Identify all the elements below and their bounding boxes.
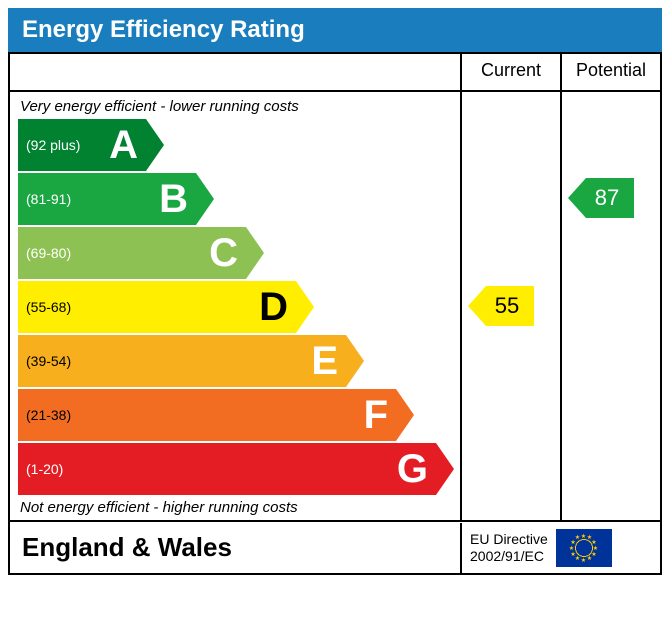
band-letter: C [209,231,238,276]
eu-star-icon: ★ [569,545,574,552]
band-range: (92 plus) [18,137,80,153]
band-bar-a: (92 plus) A [18,119,146,171]
band-letter: A [109,123,138,168]
band-arrow-icon [246,227,264,279]
eu-star-icon: ★ [570,551,575,558]
footer-directive: EU Directive 2002/91/EC ★★★★★★★★★★★★ [460,523,660,573]
band-arrow-icon [296,281,314,333]
band-b: (81-91) B [18,173,452,225]
band-arrow-icon [436,443,454,495]
band-arrow-icon [396,389,414,441]
band-bar-d: (55-68) D [18,281,296,333]
note-bottom: Not energy efficient - higher running co… [18,497,452,520]
band-arrow-icon [146,119,164,171]
potential-pointer: 87 [568,178,634,218]
band-arrow-icon [196,173,214,225]
band-e: (39-54) E [18,335,452,387]
header-row: Current Potential [10,54,660,92]
directive-text: EU Directive 2002/91/EC [470,531,548,565]
eu-star-icon: ★ [581,557,586,564]
header-potential: Potential [560,54,660,90]
header-current: Current [460,54,560,90]
band-range: (69-80) [18,245,71,261]
band-letter: D [259,285,288,330]
directive-line2: 2002/91/EC [470,548,548,565]
band-c: (69-80) C [18,227,452,279]
potential-value: 87 [586,178,634,218]
band-letter: E [311,339,338,384]
footer-region: England & Wales [10,522,460,573]
band-bar-b: (81-91) B [18,173,196,225]
band-g: (1-20) G [18,443,452,495]
eu-star-icon: ★ [581,533,586,540]
eu-star-icon: ★ [575,534,580,541]
epc-chart: Energy Efficiency Rating Current Potenti… [8,8,662,575]
band-range: (81-91) [18,191,71,207]
bands-area: Very energy efficient - lower running co… [10,92,460,520]
band-arrow-icon [346,335,364,387]
note-top: Very energy efficient - lower running co… [18,96,452,119]
band-range: (21-38) [18,407,71,423]
potential-pointer-arrow-icon [568,178,586,218]
bands-container: (92 plus) A (81-91) B (69-80) C (55-68) D (39-54… [18,119,452,495]
band-bar-c: (69-80) C [18,227,246,279]
header-spacer [10,54,460,90]
band-bar-f: (21-38) F [18,389,396,441]
potential-column: 87 [560,92,660,520]
main-panel: Current Potential Very energy efficient … [8,52,662,575]
band-letter: F [364,393,388,438]
band-range: (1-20) [18,461,63,477]
band-range: (39-54) [18,353,71,369]
title-bar: Energy Efficiency Rating [8,8,662,52]
band-letter: B [159,177,188,222]
eu-flag-icon: ★★★★★★★★★★★★ [556,529,612,567]
band-a: (92 plus) A [18,119,452,171]
chart-body: Very energy efficient - lower running co… [10,92,660,520]
band-bar-g: (1-20) G [18,443,436,495]
band-range: (55-68) [18,299,71,315]
band-f: (21-38) F [18,389,452,441]
current-pointer: 55 [468,286,534,326]
band-d: (55-68) D [18,281,452,333]
band-letter: G [397,447,428,492]
current-pointer-arrow-icon [468,286,486,326]
eu-star-icon: ★ [587,555,592,562]
current-value: 55 [486,286,534,326]
directive-line1: EU Directive [470,531,548,548]
current-column: 55 [460,92,560,520]
footer: England & Wales EU Directive 2002/91/EC … [10,520,660,573]
band-bar-e: (39-54) E [18,335,346,387]
